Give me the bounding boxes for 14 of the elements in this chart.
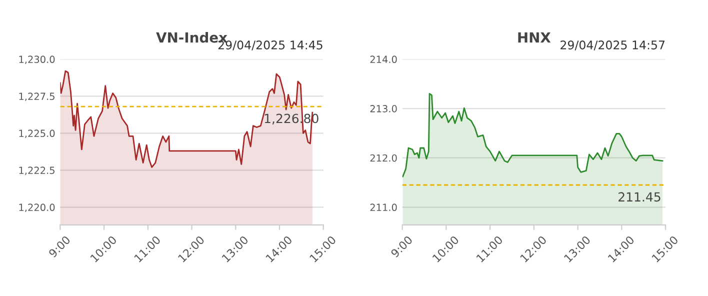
chart-title: HNX <box>518 32 551 43</box>
ref-line-label: 211.45 <box>618 192 660 202</box>
y-tick-label: 212.0 <box>370 154 397 162</box>
chart-title: VN-Index <box>156 32 228 43</box>
y-tick-label: 1,220.0 <box>19 204 55 212</box>
chart-subtitle: 29/04/2025 14:45 <box>218 40 322 50</box>
y-tick-label: 1,227.5 <box>19 92 54 102</box>
y-tick-label: 1,225.0 <box>19 130 55 138</box>
y-tick-label: 213.0 <box>370 105 397 112</box>
y-tick-label: 214.0 <box>370 56 397 64</box>
y-tick-label: 1,230.0 <box>19 56 55 64</box>
y-tick-label: 1,222.5 <box>19 166 54 176</box>
chart-subtitle: 29/04/2025 14:57 <box>560 40 665 50</box>
y-tick-label: 211.0 <box>370 204 397 212</box>
